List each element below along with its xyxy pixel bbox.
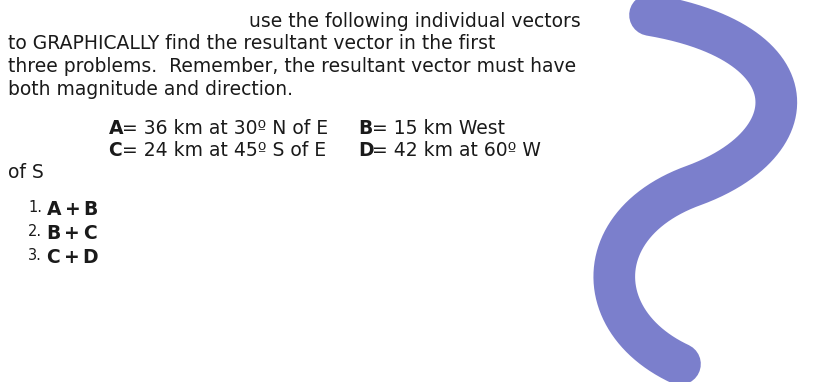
Text: = 42 km at 60º W: = 42 km at 60º W bbox=[372, 141, 541, 160]
Text: to GRAPHICALLY find the resultant vector in the first: to GRAPHICALLY find the resultant vector… bbox=[8, 34, 495, 53]
Text: 3.: 3. bbox=[28, 248, 42, 263]
Text: 1.: 1. bbox=[28, 200, 42, 215]
Text: of S: of S bbox=[8, 163, 44, 182]
Text: $\mathbf{A}$: $\mathbf{A}$ bbox=[108, 119, 125, 138]
Text: $\mathbf{C + D}$: $\mathbf{C + D}$ bbox=[46, 248, 99, 267]
Text: $\mathbf{D}$: $\mathbf{D}$ bbox=[358, 141, 374, 160]
Text: = 24 km at 45º S of E: = 24 km at 45º S of E bbox=[122, 141, 326, 160]
Text: = 15 km West: = 15 km West bbox=[372, 119, 505, 138]
Text: three problems.  Remember, the resultant vector must have: three problems. Remember, the resultant … bbox=[8, 57, 576, 76]
Text: $\mathbf{B}$: $\mathbf{B}$ bbox=[358, 119, 373, 138]
Text: both magnitude and direction.: both magnitude and direction. bbox=[8, 80, 293, 99]
Text: $\mathbf{B + C}$: $\mathbf{B + C}$ bbox=[46, 224, 98, 243]
Text: = 36 km at 30º N of E: = 36 km at 30º N of E bbox=[122, 119, 328, 138]
Text: $\mathbf{C}$: $\mathbf{C}$ bbox=[108, 141, 122, 160]
Text: $\mathbf{A + B}$: $\mathbf{A + B}$ bbox=[46, 200, 98, 219]
Text: use the following individual vectors: use the following individual vectors bbox=[249, 12, 581, 31]
Text: 2.: 2. bbox=[28, 224, 42, 239]
